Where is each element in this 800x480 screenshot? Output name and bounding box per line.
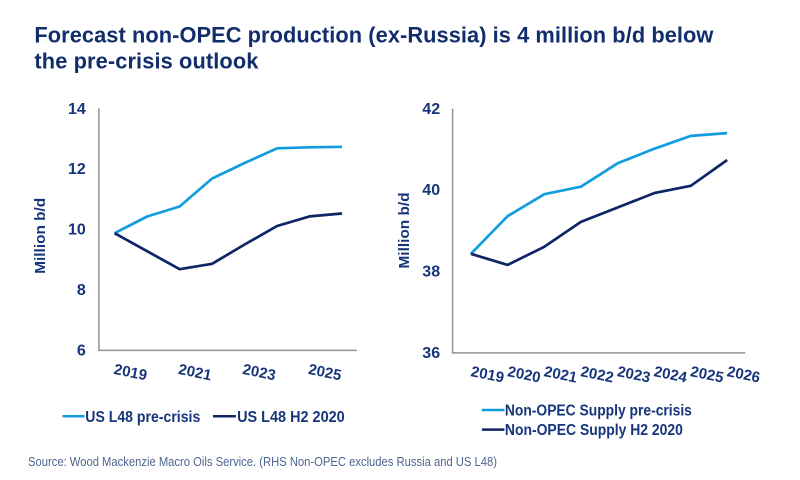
svg-text:the pre-crisis outlook: the pre-crisis outlook — [34, 49, 259, 74]
svg-text:38: 38 — [422, 264, 440, 281]
svg-text:8: 8 — [77, 282, 86, 299]
svg-text:Million b/d: Million b/d — [396, 193, 413, 269]
svg-text:2021: 2021 — [542, 363, 578, 386]
svg-text:Forecast non-OPEC production (: Forecast non-OPEC production (ex-Russia)… — [34, 23, 713, 48]
svg-text:12: 12 — [68, 161, 86, 178]
svg-text:Source: Wood Mackenzie Macro O: Source: Wood Mackenzie Macro Oils Servic… — [28, 454, 497, 469]
svg-text:2025: 2025 — [689, 363, 725, 386]
svg-text:40: 40 — [422, 182, 440, 199]
svg-text:US L48 H2 2020: US L48 H2 2020 — [237, 409, 345, 426]
svg-text:2026: 2026 — [725, 363, 761, 386]
svg-text:42: 42 — [422, 101, 440, 118]
svg-text:Million b/d: Million b/d — [32, 198, 49, 274]
svg-text:2021: 2021 — [177, 361, 213, 384]
svg-text:6: 6 — [77, 343, 86, 360]
svg-text:2022: 2022 — [579, 363, 615, 386]
svg-text:2025: 2025 — [307, 361, 343, 384]
svg-text:Non-OPEC Supply pre-crisis: Non-OPEC Supply pre-crisis — [505, 403, 692, 420]
svg-text:2023: 2023 — [616, 363, 652, 386]
svg-text:2023: 2023 — [241, 361, 277, 384]
svg-text:US L48 pre-crisis: US L48 pre-crisis — [85, 409, 200, 426]
svg-text:2020: 2020 — [506, 363, 542, 386]
svg-text:14: 14 — [68, 101, 86, 118]
svg-text:2019: 2019 — [469, 363, 505, 386]
svg-text:36: 36 — [422, 345, 440, 362]
svg-text:2019: 2019 — [112, 361, 148, 384]
svg-text:Non-OPEC Supply H2 2020: Non-OPEC Supply H2 2020 — [505, 422, 683, 439]
svg-text:2024: 2024 — [652, 363, 689, 386]
svg-text:10: 10 — [68, 222, 86, 239]
